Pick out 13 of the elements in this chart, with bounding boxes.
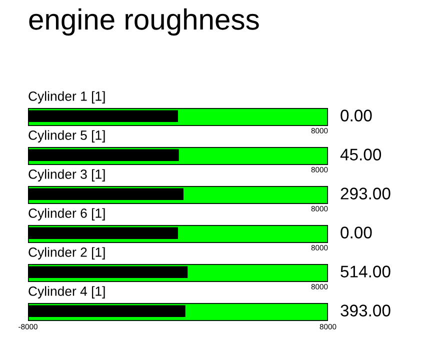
- y-tick-label: Cylinder 3 [1]: [28, 169, 105, 182]
- y-tick-label: Cylinder 5 [1]: [28, 130, 105, 142]
- y-tick-label: Cylinder 4 [1]: [28, 286, 105, 298]
- chart-title: engine roughness: [29, 8, 259, 36]
- text: 0.00: [340, 110, 372, 122]
- text: 393.00: [340, 304, 390, 316]
- y-tick-label: Cylinder 2 [1]: [28, 247, 105, 260]
- text: 293.00: [340, 188, 390, 200]
- y-tick-label: Cylinder 6 [1]: [28, 208, 105, 220]
- text: 45.00: [340, 148, 382, 160]
- text: 0.00: [340, 226, 372, 238]
- y-tick-label: Cylinder 1 [1]: [28, 91, 105, 104]
- text: 514.00: [340, 266, 390, 278]
